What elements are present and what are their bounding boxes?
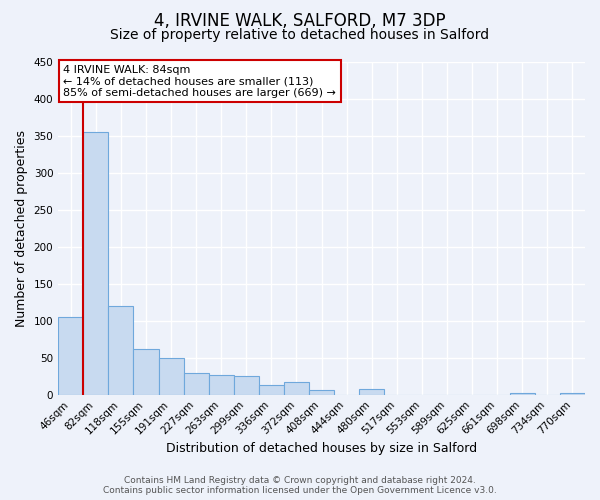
Text: 4, IRVINE WALK, SALFORD, M7 3DP: 4, IRVINE WALK, SALFORD, M7 3DP: [154, 12, 446, 30]
Bar: [234, 376, 259, 394]
Bar: [184, 374, 209, 394]
Bar: [109, 306, 133, 394]
Bar: [510, 392, 535, 394]
Bar: [560, 393, 585, 394]
Text: Size of property relative to detached houses in Salford: Size of property relative to detached ho…: [110, 28, 490, 42]
Bar: [133, 349, 158, 395]
Bar: [58, 317, 83, 394]
Text: 4 IRVINE WALK: 84sqm
← 14% of detached houses are smaller (113)
85% of semi-deta: 4 IRVINE WALK: 84sqm ← 14% of detached h…: [64, 65, 337, 98]
Bar: [359, 389, 385, 394]
Bar: [158, 358, 184, 395]
Bar: [284, 382, 309, 394]
Bar: [209, 376, 234, 394]
X-axis label: Distribution of detached houses by size in Salford: Distribution of detached houses by size …: [166, 442, 477, 455]
Y-axis label: Number of detached properties: Number of detached properties: [15, 130, 28, 326]
Bar: [83, 132, 109, 394]
Bar: [309, 390, 334, 394]
Bar: [259, 385, 284, 394]
Text: Contains HM Land Registry data © Crown copyright and database right 2024.
Contai: Contains HM Land Registry data © Crown c…: [103, 476, 497, 495]
